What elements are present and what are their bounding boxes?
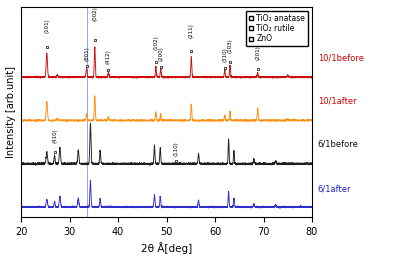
Text: 6/1after: 6/1after [318, 185, 351, 194]
Text: (103): (103) [228, 38, 232, 53]
Legend: TiO₂ anatase, TiO₂ rutile, ZnO: TiO₂ anatase, TiO₂ rutile, ZnO [246, 11, 308, 46]
Text: (310): (310) [222, 47, 227, 62]
X-axis label: 2θ Å[deg]: 2θ Å[deg] [141, 243, 192, 255]
Text: 10/1after: 10/1after [318, 96, 356, 105]
Text: (101): (101) [44, 18, 49, 32]
Text: (102): (102) [153, 35, 158, 50]
Text: (412): (412) [106, 50, 111, 64]
Text: (211): (211) [189, 24, 194, 38]
Text: (410): (410) [52, 129, 57, 144]
Y-axis label: Intensity [arb.unit]: Intensity [arb.unit] [6, 66, 16, 158]
Text: (200): (200) [158, 47, 163, 61]
Text: (801): (801) [84, 46, 89, 61]
Text: 6/1before: 6/1before [318, 140, 359, 149]
Text: 10/1before: 10/1before [318, 53, 364, 62]
Text: (201): (201) [255, 45, 260, 60]
Text: (002): (002) [92, 6, 97, 21]
Text: (110): (110) [174, 141, 179, 155]
